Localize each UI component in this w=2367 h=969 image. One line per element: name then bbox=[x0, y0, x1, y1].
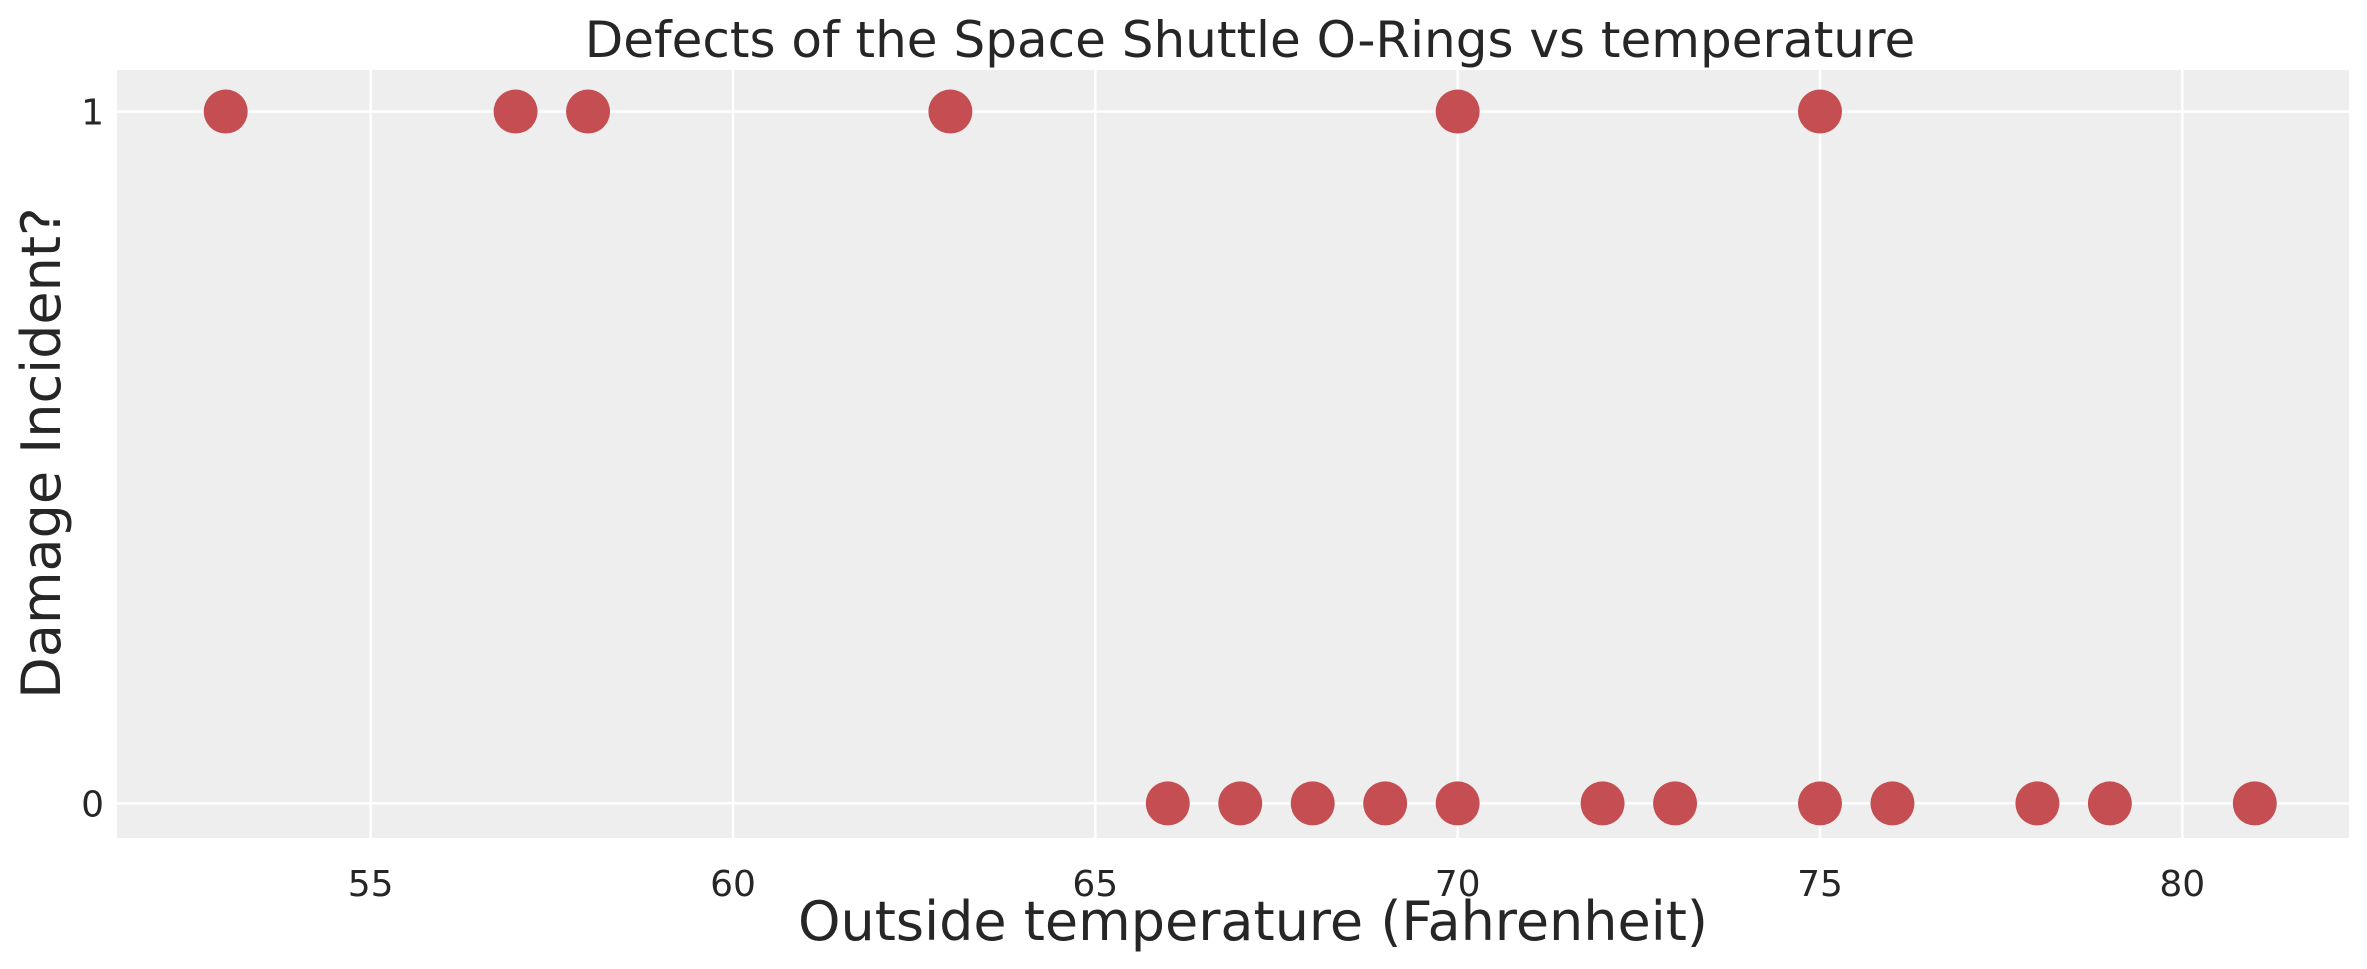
data-point-5 bbox=[1797, 89, 1842, 134]
x-axis-label: Outside temperature (Fahrenheit) bbox=[798, 890, 1708, 953]
x-tick-label-55: 55 bbox=[348, 864, 394, 905]
data-point-13 bbox=[1797, 781, 1842, 826]
data-point-8 bbox=[1290, 781, 1335, 826]
data-point-6 bbox=[1145, 781, 1190, 826]
data-point-4 bbox=[1435, 89, 1480, 134]
y-tick-labels: 01 bbox=[81, 93, 104, 826]
data-point-11 bbox=[1580, 781, 1625, 826]
data-points bbox=[203, 89, 2277, 826]
data-point-17 bbox=[2232, 781, 2277, 826]
data-point-12 bbox=[1653, 781, 1698, 826]
data-point-1 bbox=[493, 89, 538, 134]
data-point-9 bbox=[1363, 781, 1408, 826]
data-point-0 bbox=[203, 89, 248, 134]
x-tick-label-80: 80 bbox=[2159, 864, 2205, 905]
x-tick-label-60: 60 bbox=[710, 864, 756, 905]
data-point-10 bbox=[1435, 781, 1480, 826]
y-tick-label-1: 1 bbox=[81, 93, 104, 134]
chart-title: Defects of the Space Shuttle O-Rings vs … bbox=[585, 11, 1915, 69]
data-point-7 bbox=[1218, 781, 1263, 826]
x-tick-labels: 55 60 65 70 75 80 bbox=[348, 864, 2206, 905]
data-point-16 bbox=[2087, 781, 2132, 826]
plot-area bbox=[117, 70, 2349, 838]
y-axis-label: Damage Incident? bbox=[10, 207, 73, 698]
x-tick-label-65: 65 bbox=[1072, 864, 1118, 905]
data-point-2 bbox=[566, 89, 611, 134]
data-point-15 bbox=[2015, 781, 2060, 826]
x-tick-label-70: 70 bbox=[1435, 864, 1481, 905]
x-tick-label-75: 75 bbox=[1797, 864, 1843, 905]
y-tick-label-0: 0 bbox=[81, 784, 104, 825]
data-point-3 bbox=[928, 89, 973, 134]
data-point-14 bbox=[1870, 781, 1915, 826]
